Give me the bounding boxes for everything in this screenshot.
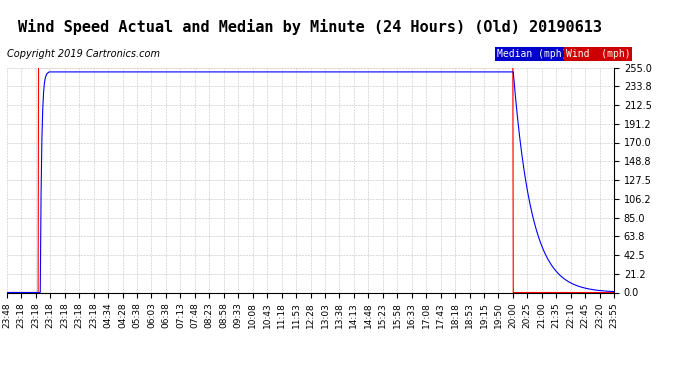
Text: Median (mph): Median (mph) bbox=[497, 49, 567, 59]
Text: Copyright 2019 Cartronics.com: Copyright 2019 Cartronics.com bbox=[7, 49, 160, 59]
Text: Wind Speed Actual and Median by Minute (24 Hours) (Old) 20190613: Wind Speed Actual and Median by Minute (… bbox=[19, 19, 602, 35]
Text: Wind  (mph): Wind (mph) bbox=[566, 49, 631, 59]
